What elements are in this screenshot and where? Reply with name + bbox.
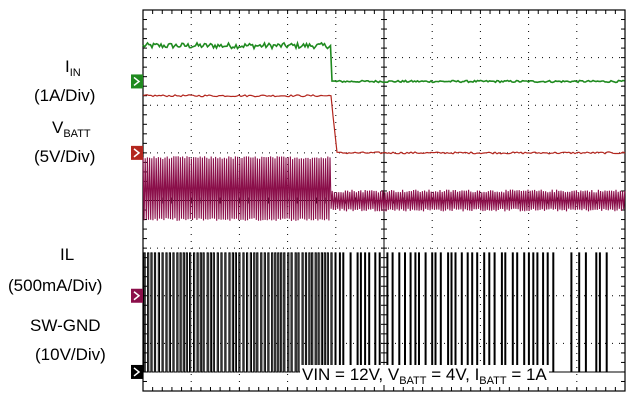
iin-marker-arrow: [133, 76, 141, 87]
vbatt-trace: [142, 94, 626, 155]
il-marker-box: [131, 288, 143, 303]
sw-marker-arrow: [133, 367, 141, 377]
sw-channel-marker: [131, 364, 143, 379]
il-marker-arrow: [133, 291, 141, 301]
iin-scale-label: (1A/Div): [34, 86, 96, 105]
sw-label: SW-GND: [30, 316, 101, 335]
sw-marker-box: [131, 364, 143, 379]
channel-markers: [131, 74, 143, 379]
iin-marker-box: [131, 74, 143, 89]
il-label: IL: [60, 245, 75, 264]
iin-channel-marker: [131, 74, 143, 89]
test-conditions: VIN = 12V, VBATT = 4V, IBATT = 1A: [300, 365, 549, 387]
vbatt-scale-label: (5V/Div): [34, 147, 96, 166]
vbatt-marker-arrow: [133, 148, 141, 158]
il-scale-label: (500mA/Div): [8, 276, 103, 295]
vbatt-label: VBATT: [52, 118, 91, 140]
il-channel-marker: [131, 288, 143, 303]
iin-trace: [142, 40, 625, 84]
vbatt-channel-marker: [131, 145, 143, 160]
vbatt-marker-box: [131, 145, 143, 160]
il-trace: [142, 156, 626, 221]
sw-scale-label: (10V/Div): [35, 345, 106, 364]
iin-label: IIN: [65, 57, 81, 79]
